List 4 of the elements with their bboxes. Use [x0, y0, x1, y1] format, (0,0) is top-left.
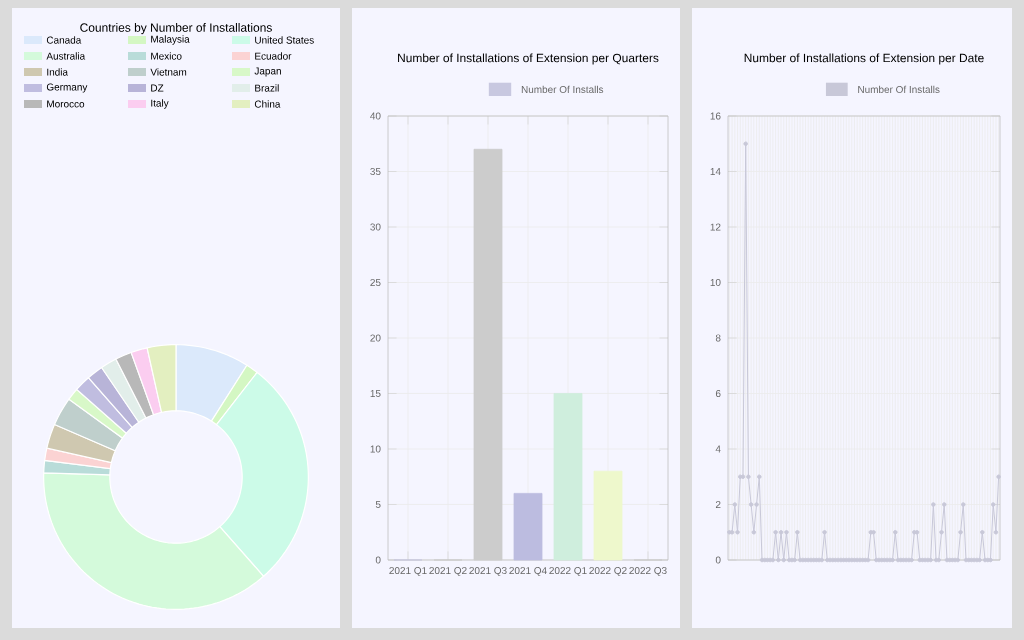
bar [593, 470, 623, 561]
bar [553, 393, 583, 561]
bar [513, 493, 543, 561]
bar [473, 148, 503, 561]
